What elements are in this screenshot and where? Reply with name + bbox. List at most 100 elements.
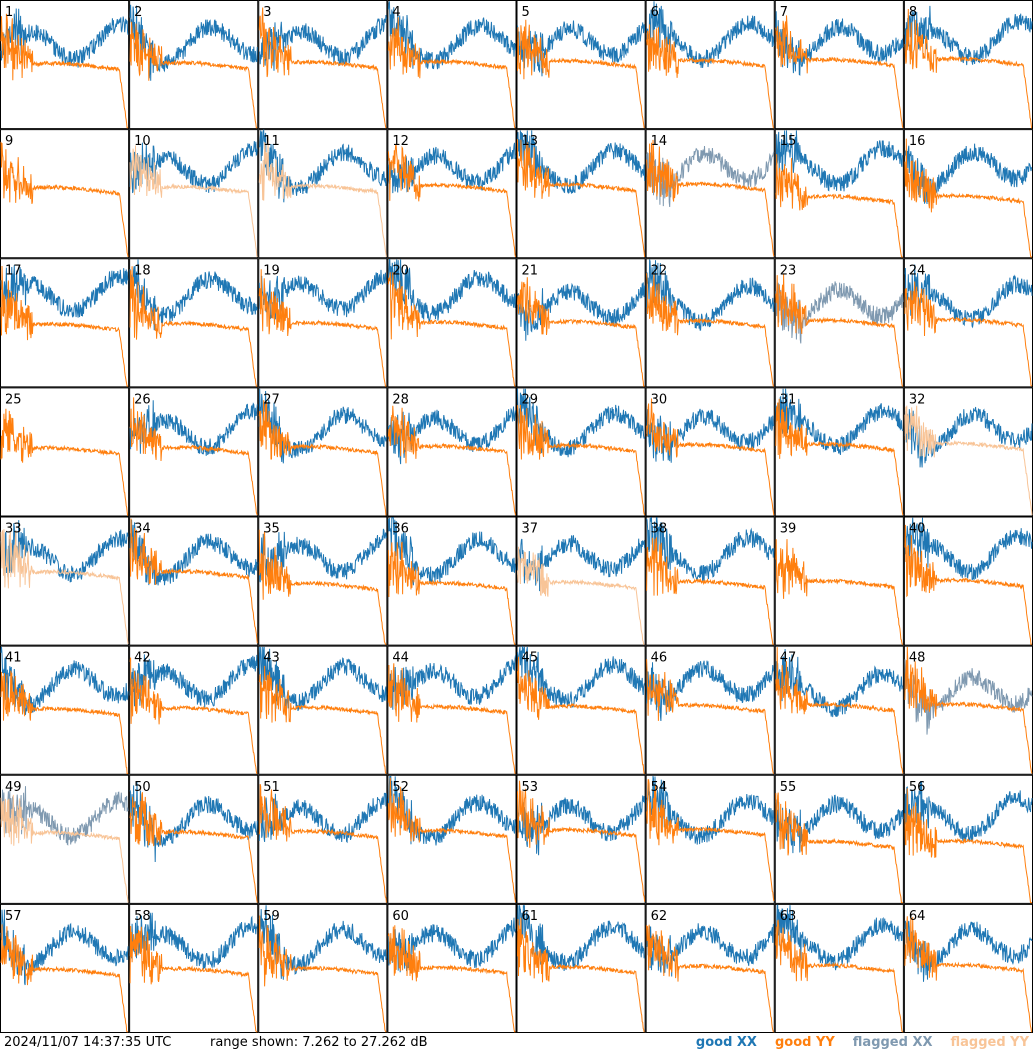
panel-59: 59: [258, 903, 388, 1033]
panel-64: 64: [903, 903, 1033, 1033]
panel-40: 40: [903, 516, 1033, 646]
panel-frame: [258, 903, 388, 1033]
yy-line: [0, 794, 129, 903]
yy-line: [775, 15, 904, 128]
panel-label: 55: [780, 780, 797, 795]
xx-line: [775, 388, 904, 456]
panel-frame: [387, 645, 517, 775]
xx-line: [775, 130, 904, 192]
panel-label: 54: [651, 780, 668, 795]
panel-28: 28: [387, 387, 517, 517]
panel-label: 57: [5, 909, 22, 924]
panel-9: 9: [0, 129, 130, 259]
panel-30: 30: [645, 387, 775, 517]
panel-frame: [387, 774, 517, 904]
yy-line: [517, 917, 645, 1033]
panel-29: 29: [516, 387, 646, 517]
yy-line: [258, 400, 387, 516]
panel-frame: [129, 516, 259, 646]
panel-frame: [129, 645, 259, 775]
panel-label: 53: [522, 780, 539, 795]
xx-line: [517, 905, 646, 972]
yy-line: [775, 792, 903, 904]
panel-12: 12: [387, 129, 517, 259]
panel-label: 9: [5, 134, 13, 149]
xx-line: [904, 5, 1033, 66]
panel-58: 58: [129, 903, 259, 1033]
panel-51: 51: [258, 774, 388, 904]
panel-label: 22: [651, 263, 668, 278]
panel-label: 14: [651, 134, 668, 149]
xx-line: [646, 775, 775, 845]
panel-frame: [258, 774, 388, 904]
yy-line: [258, 915, 387, 1033]
xx-line: [517, 645, 646, 709]
panel-label: 2: [134, 5, 142, 20]
xx-line: [517, 795, 646, 856]
panel-3: 3: [258, 0, 388, 130]
yy-line: [904, 524, 1032, 645]
panel-2: 2: [129, 0, 259, 130]
xx-line: [387, 406, 516, 465]
panel-label: 51: [263, 780, 280, 795]
panel-label: 4: [392, 5, 400, 20]
yy-line: [129, 145, 258, 258]
panel-50: 50: [129, 774, 259, 904]
panel-label: 7: [780, 5, 788, 20]
panel-label: 61: [522, 909, 539, 924]
xx-line: [129, 141, 258, 194]
panel-61: 61: [516, 903, 646, 1033]
yy-line: [258, 136, 387, 258]
panel-44: 44: [387, 645, 517, 775]
yy-line: [0, 408, 129, 516]
panel-31: 31: [774, 387, 904, 517]
panel-label: 26: [134, 392, 151, 407]
panel-16: 16: [903, 129, 1033, 259]
footer: 2024/11/07 14:37:35 UTC range shown: 7.2…: [0, 1033, 1033, 1053]
xx-line: [775, 794, 904, 854]
xx-line: [387, 517, 516, 586]
panel-label: 16: [909, 134, 926, 149]
xx-line: [387, 259, 516, 323]
yy-line: [775, 919, 903, 1033]
yy-line: [517, 19, 645, 129]
xx-line: [387, 655, 516, 710]
panel-label: 20: [392, 263, 409, 278]
panel-49: 49: [0, 774, 130, 904]
yy-line: [0, 13, 129, 129]
legend-flagged-yy: flagged YY: [950, 1035, 1030, 1050]
panel-60: 60: [387, 903, 517, 1033]
xx-line: [258, 388, 387, 464]
yy-line: [775, 539, 903, 645]
panel-frame: [129, 774, 259, 904]
yy-line: [258, 269, 387, 387]
legend: good XX good YY flagged XX flagged YY: [678, 1033, 1029, 1053]
panel-label: 39: [780, 522, 797, 537]
yy-line: [517, 546, 645, 645]
xx-line: [258, 528, 387, 585]
xx-line: [0, 265, 129, 318]
panel-label: 12: [392, 134, 409, 149]
panel-54: 54: [645, 774, 775, 904]
yy-line: [646, 659, 775, 774]
panel-18: 18: [129, 258, 259, 388]
panel-label: 33: [5, 522, 22, 537]
yy-line: [646, 398, 775, 516]
yy-line: [646, 924, 774, 1033]
panel-frame: [774, 0, 904, 130]
yy-line: [646, 537, 774, 645]
panel-47: 47: [774, 645, 904, 775]
yy-line: [0, 924, 129, 1033]
yy-line: [387, 777, 516, 903]
xx-line: [129, 654, 258, 708]
panel-55: 55: [774, 774, 904, 904]
xx-line: [0, 786, 129, 846]
panel-label: 30: [651, 392, 668, 407]
panel-4: 4: [387, 0, 517, 130]
xx-line: [904, 920, 1033, 982]
panel-46: 46: [645, 645, 775, 775]
panel-label: 37: [522, 522, 539, 537]
panel-label: 42: [134, 651, 151, 666]
xx-line: [258, 905, 387, 980]
